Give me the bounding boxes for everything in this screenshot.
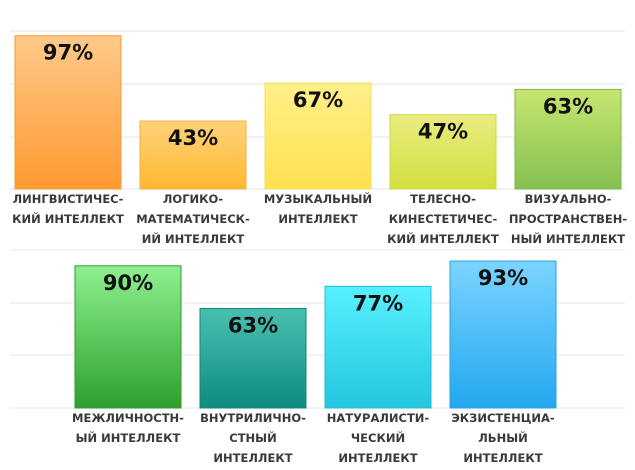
category-label: НАТУРАЛИСТИ- ЧЕСКИЙ ИНТЕЛЛЕКТ [327,411,430,465]
category-label-line: КИЙ ИНТЕЛЛЕКТ [387,231,499,246]
category-label: ЭКЗИСТЕНЦИА- ЛЬНЫЙ ИНТЕЛЛЕКТ [451,411,555,465]
category-label-line: ПРОСТРАНСТВЕН- [509,212,628,226]
category-label-line: МУЗЫКАЛЬНЫЙ [264,191,372,206]
category-label: ЛИНГВИСТИЧЕС- КИЙ ИНТЕЛЛЕКТ [12,192,124,226]
category-label-line: ЛЬНЫЙ [478,430,527,445]
category-label-line: СТНЫЙ [229,430,276,445]
category-label-line: КИНЕСТЕТИЧЕС- [389,212,498,226]
bar [324,285,432,409]
bar [139,120,247,190]
bar [389,114,497,190]
bar-value-label: 63% [543,94,593,118]
category-label: ЛОГИКО- МАТЕМАТИЧЕСК- ИЙ ИНТЕЛЛЕКТ [136,192,250,246]
bar-value-label: 90% [103,271,153,295]
category-label-line: ИНТЕЛЛЕКТ [213,451,292,465]
category-label-line: МАТЕМАТИЧЕСК- [136,212,250,226]
category-label-line: НАТУРАЛИСТИ- [327,411,430,425]
category-label-line: ЧЕСКИЙ [351,430,405,445]
bar-value-label: 77% [353,291,403,315]
bar [14,35,122,190]
category-label-line: ТЕЛЕСНО- [410,192,476,206]
bar-value-label: 67% [293,88,343,112]
category-label-line: ВНУТРИЛИЧНО- [200,411,306,425]
category-label-line: ЫЙ ИНТЕЛЛЕКТ [76,430,181,445]
bar [264,82,372,190]
category-label: ВНУТРИЛИЧНО- СТНЫЙ ИНТЕЛЛЕКТ [200,411,306,465]
bar-value-label: 93% [478,266,528,290]
category-label-line: ЛОГИКО- [163,192,223,206]
bar-value-label: 43% [168,126,218,150]
bar-value-label: 97% [43,41,93,65]
category-label-line: КИЙ ИНТЕЛЛЕКТ [12,211,124,226]
category-label-line: НЫЙ ИНТЕЛЛЕКТ [511,231,625,246]
bar [199,307,307,409]
bar [449,260,557,409]
category-label-line: ИНТЕЛЛЕКТ [278,212,357,226]
category-label-line: ЛИНГВИСТИЧЕС- [13,192,124,206]
category-label-line: ЭКЗИСТЕНЦИА- [451,411,555,425]
category-label: ТЕЛЕСНО- КИНЕСТЕТИЧЕС- КИЙ ИНТЕЛЛЕКТ [387,192,499,246]
bar [74,265,182,409]
bar [514,88,622,190]
bar-value-label: 63% [228,313,278,337]
category-label-line: ИНТЕЛЛЕКТ [463,451,542,465]
category-label-line: ВИЗУАЛЬНО- [525,192,612,206]
category-label: МУЗЫКАЛЬНЫЙ ИНТЕЛЛЕКТ [264,191,372,226]
category-label-line: МЕЖЛИЧНОСТН- [72,411,184,425]
bar-value-label: 47% [418,120,468,144]
category-label: ВИЗУАЛЬНО- ПРОСТРАНСТВЕН- НЫЙ ИНТЕЛЛЕКТ [509,192,628,246]
chart-bottom: 90% МЕЖЛИЧНОСТН- ЫЙ ИНТЕЛЛЕКТ 63% ВНУТРИЛИЧН… [10,249,625,465]
category-label: МЕЖЛИЧНОСТН- ЫЙ ИНТЕЛЛЕКТ [72,411,184,445]
category-label-line: ИЙ ИНТЕЛЛЕКТ [142,231,245,246]
category-label-line: ИНТЕЛЛЕКТ [338,451,417,465]
chart-top: 97% ЛИНГВИСТИЧЕС- КИЙ ИНТЕЛЛЕКТ 43% ЛОГИКО- М… [10,30,628,246]
